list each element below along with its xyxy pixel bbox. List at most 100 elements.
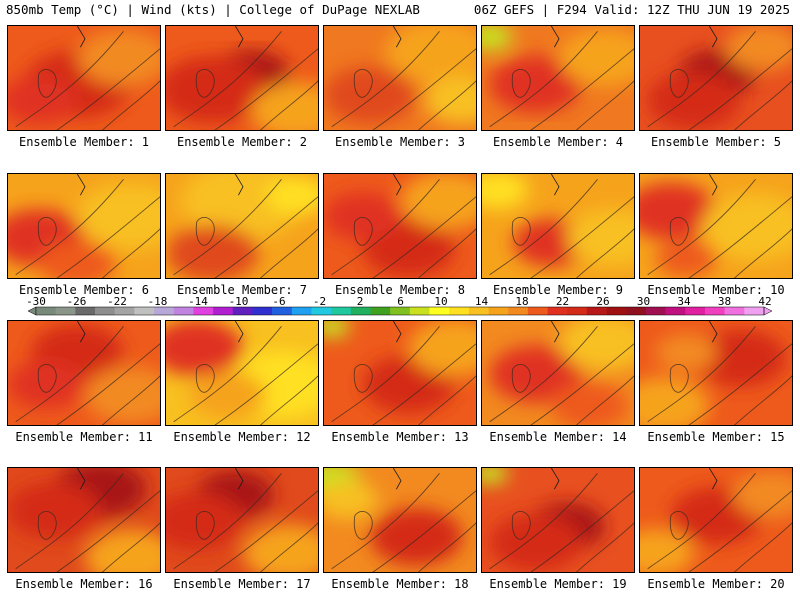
temperature-anomaly-region bbox=[640, 182, 717, 240]
ensemble-member-label: Ensemble Member: 1 bbox=[18, 135, 150, 149]
ensemble-map-panel bbox=[481, 320, 635, 426]
colorbar-swatch bbox=[468, 307, 489, 315]
colorbar-swatch bbox=[114, 307, 135, 315]
colorbar-swatch bbox=[508, 307, 529, 315]
height-contour bbox=[489, 326, 598, 423]
temperature-anomaly-region bbox=[8, 481, 101, 540]
height-contour bbox=[511, 69, 531, 98]
colorbar-swatch bbox=[586, 307, 607, 315]
height-contour bbox=[530, 343, 634, 425]
ensemble-member-label: Ensemble Member: 15 bbox=[647, 430, 785, 444]
colorbar-swatch bbox=[350, 307, 371, 315]
height-contour bbox=[733, 375, 792, 425]
ensemble-member-label: Ensemble Member: 12 bbox=[173, 430, 311, 444]
height-contour bbox=[101, 522, 160, 572]
ensemble-map-panel bbox=[165, 25, 319, 131]
height-contour bbox=[575, 228, 634, 278]
height-contour bbox=[259, 80, 318, 130]
ensemble-member-label: Ensemble Member: 8 bbox=[334, 283, 466, 297]
colorbar-swatch bbox=[685, 307, 706, 315]
coastline bbox=[392, 321, 402, 343]
ensemble-member-label: Ensemble Member: 13 bbox=[331, 430, 469, 444]
temperature-anomaly-region bbox=[250, 82, 318, 130]
height-contour bbox=[372, 490, 476, 572]
ensemble-map-panel bbox=[323, 25, 477, 131]
height-contour bbox=[214, 196, 318, 278]
temperature-anomaly-region bbox=[482, 468, 509, 485]
temperature-anomaly-region bbox=[166, 224, 259, 278]
coastline bbox=[234, 321, 244, 343]
colorbar-swatch bbox=[154, 307, 175, 315]
height-contour bbox=[489, 179, 598, 276]
temperature-anomaly-region bbox=[489, 513, 583, 571]
height-contour bbox=[214, 343, 318, 425]
temperature-anomaly-region bbox=[559, 29, 634, 87]
height-contour bbox=[575, 375, 634, 425]
temperature-anomaly-region bbox=[77, 183, 160, 250]
colorbar-swatch bbox=[55, 307, 76, 315]
temperature-anomaly-region bbox=[724, 26, 792, 72]
colorbar-swatch bbox=[626, 307, 647, 315]
colorbar-max-arrow bbox=[763, 306, 773, 316]
colorbar-swatch bbox=[134, 307, 155, 315]
height-contour bbox=[669, 364, 689, 393]
coastline bbox=[234, 468, 244, 490]
height-contour bbox=[331, 473, 440, 570]
ensemble-member-label: Ensemble Member: 16 bbox=[15, 577, 153, 591]
temperature-anomaly-region bbox=[401, 174, 476, 230]
temperature-anomaly-region bbox=[408, 321, 476, 377]
temperature-anomaly-region bbox=[385, 26, 476, 86]
coastline bbox=[234, 26, 244, 48]
height-contour bbox=[37, 69, 57, 98]
temperature-anomaly-region bbox=[266, 176, 318, 215]
height-contour bbox=[15, 473, 124, 570]
ensemble-member-label: Ensemble Member: 18 bbox=[331, 577, 469, 591]
temperature-anomaly-region bbox=[647, 71, 741, 129]
coastline bbox=[392, 26, 402, 48]
height-contour bbox=[353, 69, 373, 98]
coastline bbox=[550, 321, 560, 343]
height-contour bbox=[669, 69, 689, 98]
temperature-anomaly-region bbox=[701, 193, 792, 261]
ensemble-map-panel bbox=[481, 467, 635, 573]
colorbar-tick-label: -18 bbox=[148, 296, 168, 308]
height-contour bbox=[195, 69, 215, 98]
ensemble-member-label: Ensemble Member: 14 bbox=[489, 430, 627, 444]
colorbar-swatch bbox=[213, 307, 234, 315]
height-contour bbox=[511, 364, 531, 393]
height-contour bbox=[331, 31, 440, 128]
colorbar-swatch bbox=[527, 307, 548, 315]
height-contour bbox=[669, 511, 689, 540]
colorbar-swatch bbox=[331, 307, 352, 315]
height-contour bbox=[669, 217, 689, 246]
height-contour bbox=[530, 48, 634, 130]
temperature-anomaly-region bbox=[324, 192, 401, 241]
colorbar-tick-label: -22 bbox=[107, 296, 127, 308]
colorbar-swatch bbox=[370, 307, 391, 315]
ensemble-map-panel bbox=[7, 320, 161, 426]
ensemble-map-panel bbox=[323, 467, 477, 573]
temperature-anomaly-region bbox=[77, 29, 160, 87]
colorbar-swatch bbox=[173, 307, 194, 315]
temperature-anomaly-region bbox=[640, 528, 694, 572]
temperature-anomaly-region bbox=[489, 345, 583, 403]
temperature-colorbar: -30 -26 -22 -18 -14 -10 -6 -2 2 6 10 14 18 22 26 30 34 38… bbox=[26, 296, 773, 316]
height-contour bbox=[353, 364, 373, 393]
ensemble-member-label: Ensemble Member: 19 bbox=[489, 577, 627, 591]
ensemble-map-panel bbox=[7, 25, 161, 131]
colorbar-tick-label: 30 bbox=[637, 296, 650, 308]
height-contour bbox=[37, 364, 57, 393]
ensemble-member-label: Ensemble Member: 4 bbox=[492, 135, 624, 149]
colorbar-tick-label: -10 bbox=[229, 296, 249, 308]
temperature-anomaly-region bbox=[566, 208, 634, 267]
coastline bbox=[550, 468, 560, 490]
height-contour bbox=[56, 196, 160, 278]
colorbar-swatch bbox=[291, 307, 312, 315]
temperature-anomaly-region bbox=[189, 371, 267, 420]
coastline bbox=[708, 321, 718, 343]
temperature-anomaly-region bbox=[693, 329, 787, 387]
height-contour bbox=[647, 179, 756, 276]
colorbar-swatch bbox=[449, 307, 470, 315]
coastline bbox=[708, 468, 718, 490]
ensemble-map-panel bbox=[165, 320, 319, 426]
